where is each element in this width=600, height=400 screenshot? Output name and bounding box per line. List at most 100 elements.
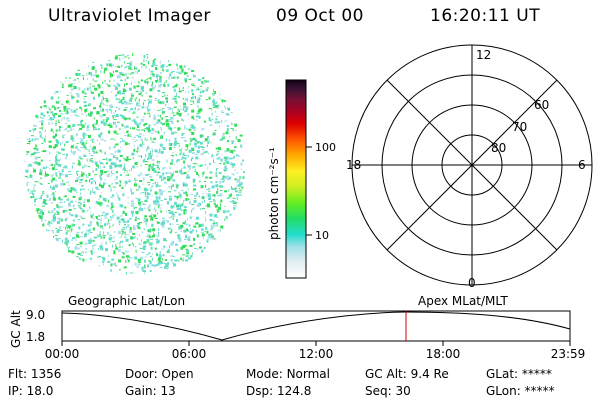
uv-speckle: [94, 87, 98, 91]
uv-speckle: [33, 167, 35, 169]
uv-speckle: [153, 234, 155, 237]
uv-speckle: [103, 231, 105, 235]
uv-speckle: [115, 55, 118, 59]
uv-speckle: [61, 117, 63, 121]
uv-speckle: [132, 127, 136, 130]
uv-speckle: [90, 155, 94, 156]
uv-speckle: [233, 150, 236, 152]
uv-speckle: [201, 91, 203, 93]
uv-speckle: [52, 231, 54, 234]
uv-speckle: [101, 187, 104, 189]
uv-speckle: [184, 72, 188, 75]
uv-speckle: [58, 128, 61, 132]
uv-speckle: [147, 77, 151, 79]
uv-speckle: [104, 151, 106, 155]
footer-gain: Gain: 13: [125, 384, 176, 398]
uv-speckle: [66, 224, 68, 227]
uv-speckle: [82, 92, 86, 94]
uv-speckle: [71, 223, 75, 227]
uv-speckle: [178, 238, 182, 242]
uv-speckle: [187, 164, 188, 166]
uv-speckle: [162, 254, 165, 257]
uv-speckle: [79, 208, 83, 209]
uv-speckle: [99, 245, 103, 249]
uv-speckle: [125, 255, 129, 258]
uv-speckle: [172, 223, 174, 225]
uv-speckle: [165, 263, 169, 266]
uv-speckle: [103, 236, 106, 239]
uv-speckle: [43, 114, 46, 117]
uv-speckle: [236, 197, 238, 199]
footer-ip: IP: 18.0: [8, 384, 54, 398]
uv-speckle: [95, 74, 99, 78]
uv-speckle: [62, 137, 65, 139]
uv-speckle: [35, 144, 36, 148]
uv-speckle: [215, 184, 219, 188]
uv-speckle: [196, 204, 200, 207]
uv-speckle: [149, 255, 152, 257]
uv-speckle: [98, 93, 100, 96]
uv-speckle: [175, 83, 178, 86]
uv-speckle: [49, 109, 52, 111]
uv-speckle: [92, 187, 93, 191]
footer-dsp: Dsp: 124.8: [246, 384, 312, 398]
uv-speckle: [58, 163, 62, 167]
uv-speckle: [115, 94, 117, 97]
uv-speckle: [180, 257, 182, 260]
uv-speckle: [113, 166, 117, 168]
uv-speckle: [154, 64, 158, 66]
uv-speckle: [158, 161, 161, 163]
uv-speckle: [75, 179, 79, 182]
uv-speckle: [80, 141, 83, 144]
uv-speckle: [147, 234, 148, 238]
uv-speckle: [144, 128, 147, 130]
uv-speckle: [229, 201, 233, 203]
uv-speckle: [113, 85, 117, 87]
uv-speckle: [138, 93, 141, 95]
uv-speckle: [239, 189, 243, 191]
uv-speckle: [35, 138, 39, 140]
uv-speckle: [201, 200, 203, 203]
uv-speckle: [92, 96, 95, 100]
uv-speckle: [95, 128, 98, 130]
uv-speckle: [96, 221, 99, 225]
uv-speckle: [167, 266, 169, 269]
uv-speckle: [228, 189, 230, 192]
uv-speckle: [134, 177, 136, 181]
uv-speckle: [183, 165, 185, 167]
uv-speckle: [143, 63, 145, 66]
uv-speckle: [89, 83, 92, 85]
uv-speckle: [175, 92, 177, 96]
uv-speckle: [46, 111, 49, 114]
uv-speckle: [86, 140, 88, 142]
uv-speckle: [190, 147, 194, 149]
uv-speckle: [219, 210, 220, 212]
uv-speckle: [164, 181, 166, 183]
uv-speckle: [129, 99, 133, 102]
uv-speckle: [121, 98, 125, 100]
uv-speckle: [101, 211, 105, 214]
uv-speckle: [78, 206, 82, 208]
uv-speckle: [185, 144, 189, 148]
uv-speckle: [108, 158, 111, 162]
uv-speckle: [131, 76, 133, 78]
uv-speckle: [233, 206, 236, 210]
uv-speckle: [105, 248, 108, 252]
uv-speckle: [112, 194, 114, 197]
uv-speckle: [202, 90, 205, 92]
uv-speckle: [155, 251, 157, 255]
uv-speckle: [195, 153, 198, 155]
uv-speckle: [58, 109, 61, 112]
uv-speckle: [64, 195, 67, 198]
uv-speckle: [143, 177, 145, 181]
uv-speckle: [184, 157, 187, 160]
uv-speckle: [117, 231, 121, 234]
uv-speckle: [105, 241, 108, 245]
uv-speckle: [139, 227, 141, 230]
uv-speckle: [72, 79, 75, 81]
uv-speckle: [119, 174, 122, 176]
uv-speckle: [113, 71, 114, 73]
uv-speckle: [176, 196, 180, 199]
uv-speckle: [145, 60, 147, 61]
uv-speckle: [48, 107, 51, 109]
